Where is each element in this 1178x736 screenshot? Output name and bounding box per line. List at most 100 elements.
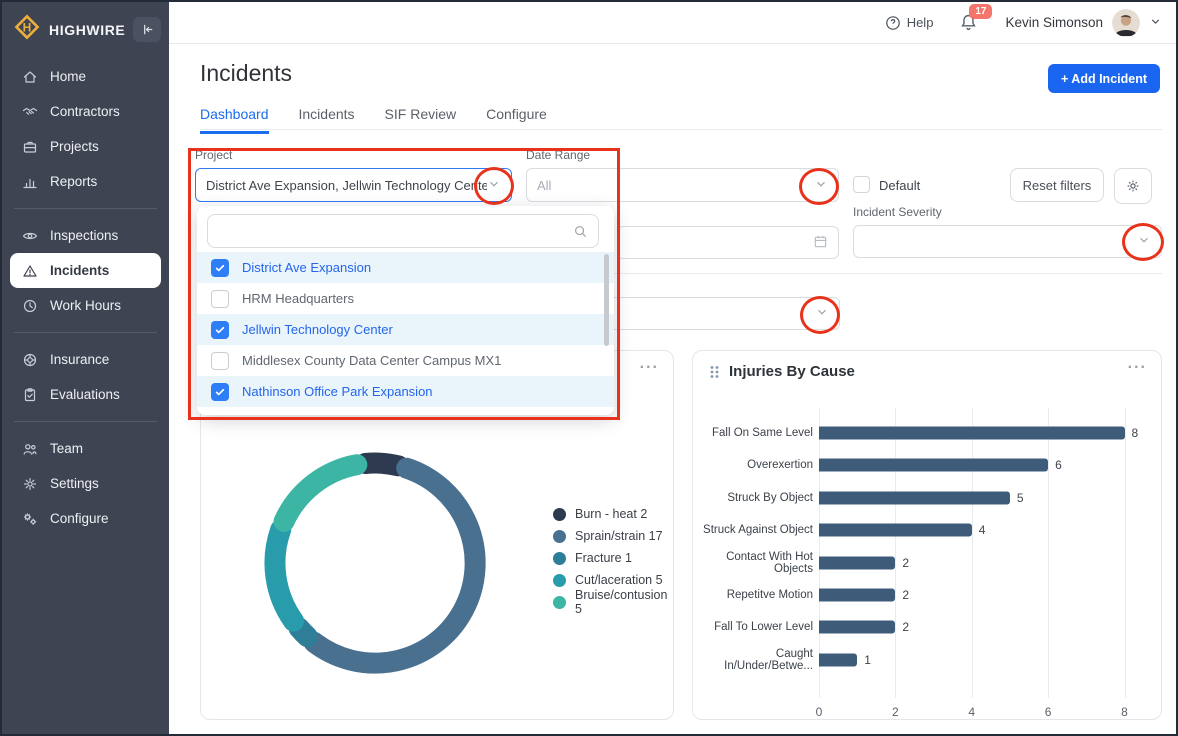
sidebar-divider	[14, 208, 157, 209]
bar-chart-icon	[22, 173, 39, 190]
additional-filter-chevron-down-icon	[815, 305, 829, 322]
date-range-filter-label: Date Range	[526, 148, 591, 162]
sidebar-item-contractors[interactable]: Contractors	[2, 94, 169, 129]
sidebar-item-evaluations[interactable]: Evaluations	[2, 377, 169, 412]
bar-category-label: Repetitve Motion	[726, 589, 813, 601]
sidebar-collapse-button[interactable]	[133, 17, 161, 42]
checkbox-checked-icon[interactable]	[211, 382, 229, 401]
incident-severity-chevron-down-icon	[1137, 233, 1151, 250]
sidebar-item-label: Settings	[50, 476, 99, 491]
sidebar-item-incidents[interactable]: Incidents	[10, 253, 161, 288]
help-button[interactable]: Help	[885, 15, 934, 31]
sidebar-item-configure[interactable]: Configure	[2, 501, 169, 536]
injuries-donut-chart	[263, 451, 487, 675]
donut-legend: Burn - heat 2 Sprain/strain 17 Fracture 1 C…	[553, 503, 673, 616]
sidebar-item-insurance[interactable]: Insurance	[2, 342, 169, 377]
add-incident-button[interactable]: + Add Incident	[1048, 64, 1160, 93]
project-option-label: Jellwin Technology Center	[242, 322, 393, 337]
project-filter-label: Project	[195, 148, 233, 162]
sidebar-item-home[interactable]: Home	[2, 59, 169, 94]
tab-sif-review[interactable]: SIF Review	[384, 106, 457, 122]
injuries-by-cause-card: Injuries By Cause ... 0 2 4 6 8 Fall On Same …	[692, 350, 1162, 720]
tab-dashboard[interactable]: Dashboard	[200, 106, 269, 134]
project-chevron-down-icon	[487, 177, 501, 194]
bar-value-label: 2	[902, 588, 910, 602]
tab-bar: Dashboard Incidents SIF Review Configure	[200, 106, 547, 134]
bar-category-label: Overexertion	[747, 459, 813, 472]
sidebar-item-label: Work Hours	[50, 298, 122, 313]
project-option-label: Middlesex County Data Center Campus MX1	[242, 353, 502, 368]
default-checkbox[interactable]	[853, 176, 870, 193]
notifications-button[interactable]: 17	[959, 3, 993, 33]
date-range-filter-select[interactable]: All	[526, 168, 839, 202]
user-menu[interactable]: Kevin Simonson	[1005, 8, 1162, 37]
legend-label: Burn - heat 2	[575, 507, 648, 521]
sidebar-item-reports[interactable]: Reports	[2, 164, 169, 199]
default-checkbox-label: Default	[879, 178, 921, 193]
checkbox-unchecked-icon[interactable]	[211, 351, 229, 370]
sidebar-item-work-hours[interactable]: Work Hours	[2, 288, 169, 323]
project-dropdown-panel: District Ave Expansion HRM Headquarters Je…	[197, 206, 614, 415]
left-card-menu-button[interactable]: ...	[639, 355, 659, 372]
sidebar-item-label: Reports	[50, 174, 98, 189]
tabs-divider	[200, 129, 1162, 130]
checkbox-checked-icon[interactable]	[211, 320, 229, 339]
project-filter-select[interactable]: District Ave Expansion, Jellwin Technolo…	[195, 168, 512, 202]
tab-incidents[interactable]: Incidents	[298, 106, 355, 122]
bar-struck-against-object	[819, 523, 972, 537]
incident-severity-select[interactable]	[853, 225, 1162, 258]
x-axis-tick: 8	[1121, 705, 1128, 719]
project-option-district-ave-expansion[interactable]: District Ave Expansion	[197, 252, 614, 283]
bar-struck-by-object	[819, 491, 1010, 505]
sidebar-item-projects[interactable]: Projects	[2, 129, 169, 164]
legend-label: Cut/laceration 5	[575, 573, 663, 587]
bar-value-label: 8	[1131, 426, 1139, 440]
sidebar-nav: Home Contractors Projects Reports Inspection…	[2, 59, 169, 536]
sidebar-item-settings[interactable]: Settings	[2, 466, 169, 501]
filter-settings-button[interactable]	[1114, 168, 1152, 204]
drag-handle-icon[interactable]	[709, 365, 720, 379]
legend-item-fracture: Fracture 1	[553, 547, 673, 569]
home-icon	[22, 68, 39, 85]
project-option-jellwin-technology-center[interactable]: Jellwin Technology Center	[197, 314, 614, 345]
sidebar-item-inspections[interactable]: Inspections	[2, 218, 169, 253]
donut-segment-burn-heat	[354, 452, 409, 477]
project-search-input[interactable]	[207, 214, 599, 248]
legend-dot	[553, 551, 566, 565]
checkbox-checked-icon[interactable]	[211, 258, 229, 277]
gear-icon	[22, 475, 39, 492]
injuries-bar-chart: 0 2 4 6 8 Fall On Same Level 8 Overexertion 6 Str…	[703, 408, 1155, 719]
search-icon	[575, 225, 587, 237]
right-card-menu-button[interactable]: ...	[1127, 355, 1147, 372]
sidebar: H HIGHWIRE Home Contractors Projects Report…	[2, 2, 169, 734]
date-picker-input[interactable]	[617, 226, 839, 259]
project-option-middlesex-county-data-center-campus-mx1[interactable]: Middlesex County Data Center Campus MX1	[197, 345, 614, 376]
briefcase-icon	[22, 138, 39, 155]
tab-configure[interactable]: Configure	[486, 106, 547, 122]
bar-category-label: Caught In/Under/Betwe...	[724, 647, 813, 672]
legend-dot	[553, 507, 566, 521]
project-option-nathinson-office-park-expansion[interactable]: Nathinson Office Park Expansion	[197, 376, 614, 407]
sidebar-item-label: Insurance	[50, 352, 110, 367]
bar-category-label: Struck Against Object	[703, 524, 813, 537]
help-label: Help	[906, 15, 934, 30]
highwire-logo-icon: H	[12, 12, 42, 47]
checkbox-unchecked-icon[interactable]	[211, 289, 229, 308]
gridline	[1124, 408, 1126, 698]
warning-triangle-icon	[22, 262, 39, 279]
sidebar-divider	[14, 332, 157, 333]
bar-overexertion	[819, 458, 1049, 472]
dropdown-scrollbar[interactable]	[604, 254, 609, 346]
handshake-icon	[22, 103, 39, 120]
bar-contact-with-hot-objects	[819, 556, 896, 570]
donut-segment-cut-laceration	[264, 519, 305, 632]
notification-count-badge: 17	[969, 3, 993, 19]
sidebar-item-label: Evaluations	[50, 387, 120, 402]
bar-value-label: 6	[1055, 458, 1062, 473]
help-icon	[885, 15, 900, 30]
project-filter-value: District Ave Expansion, Jellwin Technolo…	[206, 177, 487, 193]
reset-filters-button[interactable]: Reset filters	[1010, 168, 1104, 202]
sidebar-item-label: Configure	[50, 511, 109, 526]
sidebar-item-team[interactable]: Team	[2, 431, 169, 466]
project-option-hrm-headquarters[interactable]: HRM Headquarters	[197, 283, 614, 314]
